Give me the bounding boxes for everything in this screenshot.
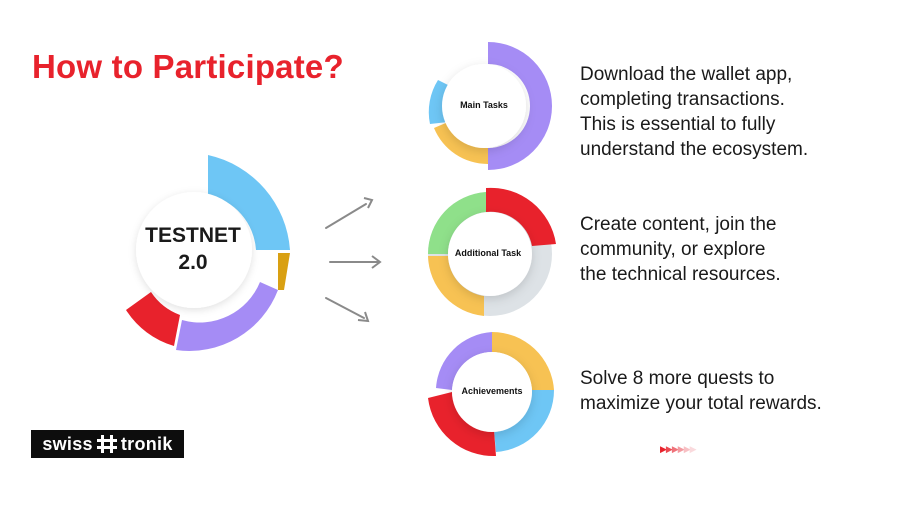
logo-left-text: swiss — [42, 433, 93, 454]
additional-task-label: Additional Task — [454, 248, 522, 258]
description-line: maximize your total rewards. — [580, 393, 822, 414]
arrow-icon — [329, 255, 382, 269]
arrow-icon — [325, 197, 374, 229]
hub-segment-purple — [176, 282, 278, 351]
hub-label-line1: TESTNET — [145, 224, 241, 247]
chevron-icon: ▶ — [660, 444, 667, 454]
achievements-description: Solve 8 more quests to maximize your tot… — [580, 366, 880, 416]
achievements-label: Achievements — [461, 386, 523, 396]
swisstronik-logo: swiss tronik — [31, 430, 184, 458]
hub-segment-red — [126, 292, 180, 346]
description-line: the technical resources. — [580, 264, 781, 285]
chevron-icon: ▶ — [665, 444, 673, 454]
hub-center-disc — [136, 192, 252, 308]
description-line: Download the wallet app, — [580, 64, 793, 85]
hub-label: TESTNET 2.0 — [139, 222, 247, 277]
description-line: Create content, join the — [580, 214, 777, 235]
hub-label-line2: 2.0 — [178, 251, 208, 275]
description-line: community, or explore — [580, 239, 766, 260]
main-tasks-label: Main Tasks — [460, 100, 508, 110]
description-line: This is essential to fully — [580, 114, 776, 135]
logo-right-text: tronik — [120, 433, 173, 454]
main-tasks-description: Download the wallet app, completing tran… — [580, 62, 880, 162]
page-title: How to Participate? — [32, 48, 344, 85]
additional-task-description: Create content, join the community, or e… — [580, 212, 880, 287]
connector-arrows — [325, 197, 382, 323]
chevron-icon: ▶ — [677, 444, 685, 454]
description-line: completing transactions. — [580, 89, 785, 110]
hub-segment-blue — [208, 155, 290, 250]
hub-segment-gold — [278, 253, 290, 290]
testnet-hub-ring — [126, 155, 290, 351]
achievements-ring — [428, 331, 555, 457]
additional-task-ring — [427, 187, 556, 316]
hash-icon — [96, 435, 117, 453]
chevron-row: ▶▶▶▶▶▶ — [660, 444, 697, 455]
chevron-icon: ▶ — [683, 444, 691, 454]
main-tasks-ring — [428, 42, 552, 170]
chevron-icon: ▶ — [689, 444, 697, 454]
description-line: understand the ecosystem. — [580, 139, 809, 160]
chevron-icon: ▶ — [671, 444, 679, 454]
description-line: Solve 8 more quests to — [580, 368, 775, 389]
arrow-icon — [325, 297, 370, 323]
